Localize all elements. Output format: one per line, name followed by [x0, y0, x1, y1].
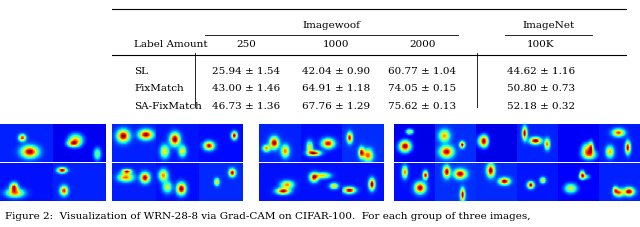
Text: 2000: 2000: [409, 40, 436, 49]
Text: 44.62 ± 1.16: 44.62 ± 1.16: [507, 67, 575, 76]
Text: 250: 250: [236, 40, 257, 49]
Text: 46.73 ± 1.36: 46.73 ± 1.36: [212, 101, 280, 110]
Text: 100K: 100K: [527, 40, 555, 49]
Text: 25.94 ± 1.54: 25.94 ± 1.54: [212, 67, 280, 76]
Text: ImageNet: ImageNet: [522, 21, 575, 30]
Text: 75.62 ± 0.13: 75.62 ± 0.13: [388, 101, 456, 110]
Text: Label Amount: Label Amount: [134, 40, 208, 49]
Text: 64.91 ± 1.18: 64.91 ± 1.18: [302, 84, 370, 93]
Text: SL: SL: [134, 67, 148, 76]
Text: FixMatch: FixMatch: [134, 84, 184, 93]
Text: Imagewoof: Imagewoof: [303, 21, 361, 30]
Text: 42.04 ± 0.90: 42.04 ± 0.90: [302, 67, 370, 76]
Text: 60.77 ± 1.04: 60.77 ± 1.04: [388, 67, 456, 76]
Text: SA-FixMatch: SA-FixMatch: [134, 101, 202, 110]
Text: 67.76 ± 1.29: 67.76 ± 1.29: [302, 101, 370, 110]
Text: 43.00 ± 1.46: 43.00 ± 1.46: [212, 84, 280, 93]
Text: 50.80 ± 0.73: 50.80 ± 0.73: [507, 84, 575, 93]
Text: Figure 2:  Visualization of WRN-28-8 via Grad-CAM on CIFAR-100.  For each group : Figure 2: Visualization of WRN-28-8 via …: [5, 211, 531, 220]
Text: 74.05 ± 0.15: 74.05 ± 0.15: [388, 84, 456, 93]
Text: 1000: 1000: [323, 40, 349, 49]
Text: 52.18 ± 0.32: 52.18 ± 0.32: [507, 101, 575, 110]
